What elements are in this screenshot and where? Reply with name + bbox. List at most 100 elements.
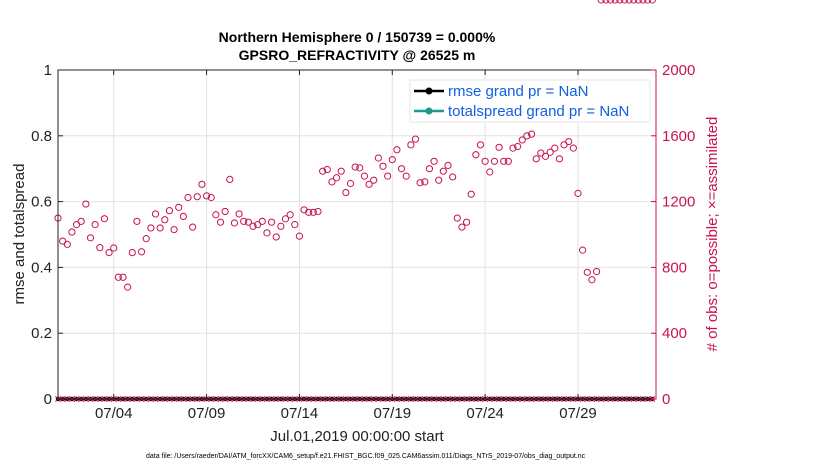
x-tick-label: 07/24 bbox=[466, 405, 504, 422]
obs-possible-point bbox=[198, 180, 206, 188]
obs-possible-point bbox=[388, 156, 396, 164]
obs-possible-point bbox=[370, 176, 378, 184]
obs-possible-point bbox=[444, 161, 452, 170]
obs-possible-point bbox=[207, 193, 215, 202]
x-tick-label: 07/29 bbox=[559, 405, 597, 422]
obs-possible-point bbox=[281, 215, 290, 223]
obs-possible-point bbox=[249, 222, 257, 230]
obs-possible-point bbox=[189, 223, 197, 231]
obs-possible-point bbox=[286, 211, 294, 219]
axis-ticks: 07/04 07/09 07/14 07/19 07/24 07/29 0 0.2 0.4 0.6… bbox=[31, 62, 695, 422]
obs-possible-point bbox=[555, 155, 564, 163]
obs-possible-point bbox=[230, 219, 239, 227]
obs-possible-point bbox=[384, 172, 392, 180]
obs-possible-point bbox=[114, 273, 122, 281]
footer-data-file: data file: /Users/raeder/DAI/ATM_forcXX/… bbox=[146, 453, 586, 460]
obs-possible-point bbox=[402, 172, 410, 180]
obs-possible-point bbox=[625, 0, 633, 4]
obs-possible-point bbox=[110, 244, 118, 252]
obs-possible-point bbox=[634, 0, 642, 4]
obs-possible-point bbox=[68, 228, 76, 236]
y-left-tick-label: 0.6 bbox=[31, 194, 52, 211]
obs-possible-point bbox=[226, 175, 234, 183]
obs-possible-point bbox=[328, 178, 336, 186]
obs-possible-point bbox=[620, 0, 629, 4]
obs-possible-point bbox=[407, 141, 415, 149]
obs-possible-point bbox=[91, 221, 99, 229]
obs-possible-point bbox=[165, 207, 174, 215]
obs-possible-point bbox=[305, 208, 313, 216]
obs-possible-point bbox=[509, 144, 517, 152]
obs-possible-point bbox=[579, 246, 587, 254]
obs-possible-point bbox=[630, 0, 638, 4]
obs-possible-point bbox=[254, 221, 262, 229]
obs-possible-point bbox=[221, 207, 229, 216]
y-right-tick-label: 400 bbox=[662, 325, 687, 342]
obs-possible-point bbox=[175, 203, 183, 211]
obs-possible-point bbox=[602, 0, 610, 4]
obs-possible-point bbox=[472, 151, 480, 159]
y-left-tick-label: 1 bbox=[44, 62, 52, 79]
obs-possible-point bbox=[453, 214, 461, 222]
obs-possible-point bbox=[96, 244, 104, 252]
obs-possible-point bbox=[59, 237, 67, 245]
obs-possible-point bbox=[546, 148, 554, 156]
obs-possible-point bbox=[583, 268, 591, 276]
obs-possible-point bbox=[258, 217, 266, 225]
obs-possible-point bbox=[644, 0, 652, 4]
legend-totalspread-marker bbox=[425, 107, 433, 115]
legend-totalspread-label: totalspread grand pr = NaN bbox=[448, 103, 629, 120]
obs-possible-point bbox=[267, 218, 276, 226]
obs-possible-point bbox=[170, 225, 178, 234]
obs-possible-point bbox=[458, 223, 466, 231]
axes-frame bbox=[57, 69, 657, 400]
y-right-tick-label: 1200 bbox=[662, 194, 695, 211]
obs-possible-point bbox=[439, 167, 447, 175]
legend-box bbox=[409, 79, 651, 123]
y-axis-left-label: rmse and totalspread bbox=[11, 164, 28, 305]
obs-possible-point bbox=[235, 210, 243, 218]
obs-possible-point bbox=[397, 165, 406, 173]
obs-possible-point bbox=[648, 0, 656, 4]
obs-possible-point bbox=[411, 135, 420, 143]
obs-possible-point bbox=[105, 248, 113, 257]
obs-possible-point bbox=[425, 165, 434, 173]
x-axis-label: Jul.01,2019 00:00:00 start bbox=[270, 428, 444, 445]
obs-possible-point bbox=[119, 273, 127, 281]
obs-possible-point bbox=[532, 155, 540, 163]
obs-possible-point bbox=[346, 179, 355, 188]
obs-possible-point bbox=[309, 208, 317, 216]
obs-possible-point bbox=[63, 240, 71, 248]
obs-possible-point bbox=[574, 189, 582, 197]
legend: rmse grand pr = NaN totalspread grand pr… bbox=[409, 79, 651, 123]
obs-possible-point bbox=[184, 193, 192, 202]
obs-possible-point bbox=[193, 193, 201, 201]
obs-possible-point bbox=[142, 235, 150, 243]
obs-possible-point bbox=[518, 136, 526, 144]
obs-possible-point bbox=[147, 224, 155, 232]
obs-possible-point bbox=[393, 146, 401, 154]
obs-possible-point bbox=[291, 221, 299, 229]
x-tick-label: 07/09 bbox=[188, 405, 226, 422]
obs-possible-point bbox=[124, 283, 132, 291]
obs-possible-point bbox=[481, 157, 489, 165]
obs-possible-point bbox=[100, 215, 109, 223]
obs-possible-point bbox=[216, 218, 225, 226]
obs-possible-point bbox=[212, 211, 220, 219]
obs-possible-point bbox=[551, 144, 559, 152]
obs-possible-point bbox=[374, 154, 382, 162]
obs-possible-point bbox=[592, 267, 601, 276]
obs-possible-point bbox=[606, 0, 615, 4]
obs-possible-point bbox=[537, 149, 545, 157]
chart-title-line1: Northern Hemisphere 0 / 150739 = 0.000% bbox=[219, 29, 496, 45]
obs-possible-point bbox=[240, 217, 248, 225]
obs-possible-point bbox=[351, 163, 359, 171]
x-tick-label: 07/14 bbox=[281, 405, 319, 422]
obs-possible-point bbox=[323, 165, 331, 174]
obs-possible-point bbox=[244, 218, 252, 226]
obs-possible-point bbox=[462, 218, 471, 226]
obs-possible-point bbox=[490, 157, 499, 165]
obs-possible-point bbox=[523, 132, 531, 140]
obs-possible-point bbox=[541, 152, 550, 160]
